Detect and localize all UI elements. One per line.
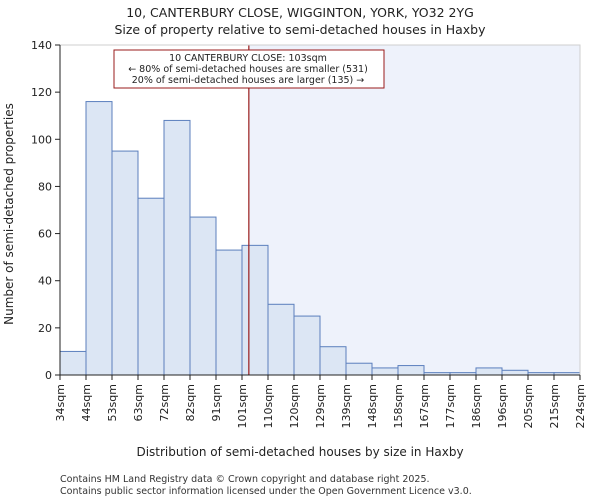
bar-13 <box>397 365 425 376</box>
x-tick-label-18: 205sqm <box>522 384 535 428</box>
x-tick-label-16: 186sqm <box>470 384 483 428</box>
x-tick-label-19: 215sqm <box>548 384 561 428</box>
y-tick-label-0: 0 <box>45 369 52 382</box>
y-tick-label-40: 40 <box>38 275 52 288</box>
x-tick-label-8: 110sqm <box>262 384 275 428</box>
bar-4 <box>163 119 191 376</box>
bar-1 <box>85 101 113 376</box>
x-tick-label-13: 158sqm <box>392 384 405 428</box>
y-tick-label-60: 60 <box>38 228 52 241</box>
x-tick-label-5: 82sqm <box>184 384 197 421</box>
y-axis-label: Number of semi-detached properties <box>2 103 16 325</box>
y-tick-label-100: 100 <box>31 133 52 146</box>
footer-line-1: Contains HM Land Registry data © Crown c… <box>60 474 430 485</box>
x-tick-label-20: 224sqm <box>574 384 587 428</box>
bar-12 <box>371 367 399 376</box>
bar-17 <box>501 369 529 376</box>
x-tick-label-3: 63sqm <box>132 384 145 421</box>
y-ticks: 0 20 40 60 80 100 120 140 <box>31 39 60 382</box>
chart-subtitle: Size of property relative to semi-detach… <box>114 22 486 37</box>
bar-8 <box>267 303 295 376</box>
y-tick-label-80: 80 <box>38 180 52 193</box>
x-tick-label-2: 53sqm <box>106 384 119 421</box>
bar-10 <box>319 346 347 376</box>
annotation-line-2: ← 80% of semi-detached houses are smalle… <box>128 64 368 75</box>
x-axis-label: Distribution of semi-detached houses by … <box>136 445 463 459</box>
x-tick-label-11: 139sqm <box>340 384 353 428</box>
bar-6 <box>215 249 243 376</box>
chart-title: 10, CANTERBURY CLOSE, WIGGINTON, YORK, Y… <box>126 5 474 20</box>
x-tick-label-17: 196sqm <box>496 384 509 428</box>
x-tick-label-4: 72sqm <box>158 384 171 421</box>
bar-3 <box>137 197 165 376</box>
footer-line-2: Contains public sector information licen… <box>60 486 472 497</box>
x-tick-label-10: 129sqm <box>314 384 327 428</box>
bar-16 <box>475 367 503 376</box>
annotation-box <box>113 49 385 89</box>
x-ticks: 34sqm 44sqm 53sqm 63sqm 72sqm 82sqm 91sqm 101sq… <box>54 375 587 428</box>
annotation: 10 CANTERBURY CLOSE: 103sqm ← 80% of sem… <box>113 49 385 89</box>
annotation-line-3: 20% of semi-detached houses are larger (… <box>132 75 365 86</box>
bar-2 <box>111 150 139 376</box>
x-tick-label-15: 177sqm <box>444 384 457 428</box>
x-tick-label-9: 120sqm <box>288 384 301 428</box>
bar-7 <box>241 244 269 376</box>
annotation-line-1: 10 CANTERBURY CLOSE: 103sqm <box>169 53 327 64</box>
y-tick-label-120: 120 <box>31 86 52 99</box>
bar-0 <box>59 350 87 376</box>
bar-9 <box>293 315 321 376</box>
x-tick-label-1: 44sqm <box>80 384 93 421</box>
bar-11 <box>345 362 373 376</box>
bar-5 <box>189 216 217 376</box>
y-tick-label-20: 20 <box>38 322 52 335</box>
y-tick-label-140: 140 <box>31 39 52 52</box>
bars <box>59 101 581 376</box>
x-tick-label-7: 101sqm <box>236 384 249 428</box>
x-tick-label-12: 148sqm <box>366 384 379 428</box>
x-tick-label-6: 91sqm <box>210 384 223 421</box>
x-tick-label-0: 34sqm <box>54 384 67 421</box>
x-tick-label-14: 167sqm <box>418 384 431 428</box>
